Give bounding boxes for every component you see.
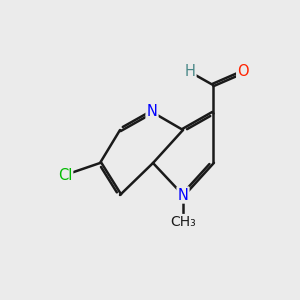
Text: Cl: Cl	[58, 167, 72, 182]
Text: N: N	[178, 188, 188, 202]
Text: O: O	[237, 64, 249, 80]
Text: CH₃: CH₃	[170, 215, 196, 229]
Text: H: H	[184, 64, 195, 80]
Text: N: N	[147, 104, 158, 119]
